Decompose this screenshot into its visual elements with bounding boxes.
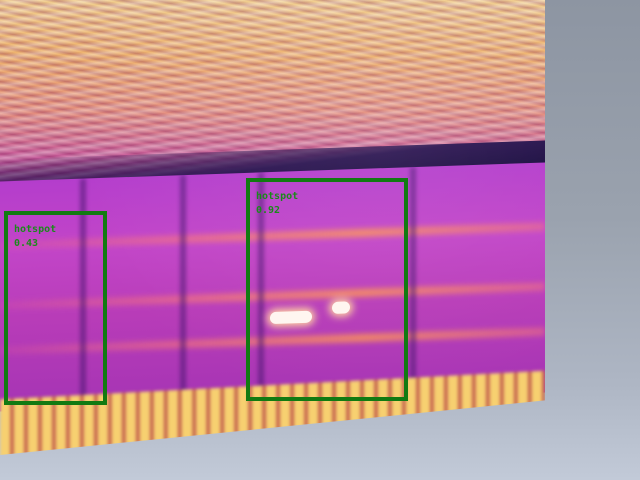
detection-box-1[interactable]: hotspot 0.43 [4, 211, 107, 405]
detection-score: 0.92 [256, 205, 281, 216]
screen-glare [0, 0, 545, 455]
detection-label: hotspot [256, 191, 299, 202]
detection-label: hotspot [14, 224, 57, 235]
detection-box-2[interactable]: hotspot 0.92 [246, 178, 408, 401]
thermal-image-display [0, 0, 545, 455]
detection-score: 0.43 [14, 238, 39, 249]
